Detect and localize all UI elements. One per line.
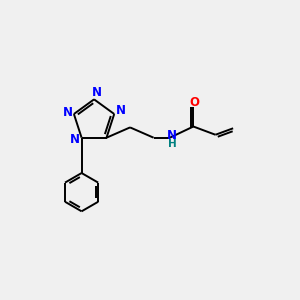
Text: N: N bbox=[62, 106, 72, 119]
Text: N: N bbox=[167, 129, 177, 142]
Text: N: N bbox=[116, 104, 126, 117]
Text: O: O bbox=[190, 96, 200, 109]
Text: N: N bbox=[92, 86, 101, 99]
Text: N: N bbox=[70, 133, 80, 146]
Text: H: H bbox=[168, 139, 177, 149]
